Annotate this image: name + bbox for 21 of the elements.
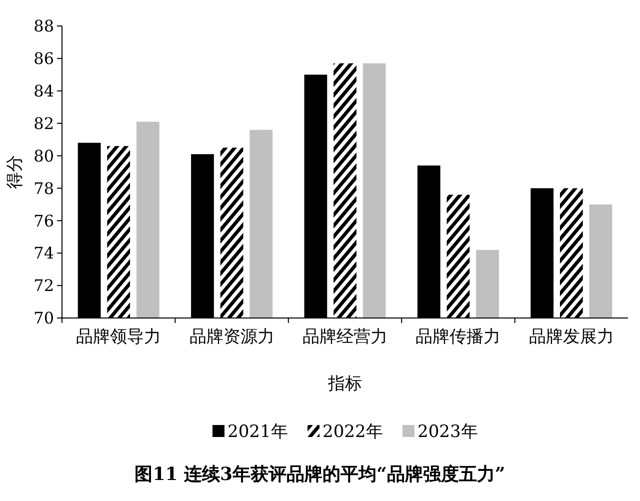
y-tick-label: 76 (34, 211, 54, 230)
y-tick-label: 72 (34, 276, 54, 296)
legend-label: 2022年 (322, 422, 383, 442)
x-tick-label: 品牌领导力 (76, 327, 162, 347)
y-tick-label: 70 (34, 308, 54, 328)
x-tick-label: 品牌发展力 (528, 327, 614, 347)
y-tick-label: 84 (34, 81, 54, 100)
y-tick-label: 88 (34, 16, 54, 36)
y-tick-label: 78 (34, 178, 54, 198)
y-tick-label: 86 (34, 49, 54, 68)
x-axis-title: 指标 (327, 374, 362, 394)
text: 图11 连续3年获评品牌的平均“品牌强度五力” (134, 464, 506, 485)
x-tick-label: 品牌经营力 (302, 327, 388, 347)
y-axis-title: 得分 (5, 155, 25, 189)
x-tick-label: 品牌传播力 (416, 327, 501, 347)
y-tick-label: 80 (34, 146, 54, 166)
x-tick-label: 品牌资源力 (189, 327, 274, 347)
legend-label: 2023年 (418, 422, 478, 442)
y-tick-label: 82 (34, 114, 54, 133)
legend-label: 2021年 (228, 422, 288, 442)
y-tick-label: 74 (34, 244, 54, 263)
